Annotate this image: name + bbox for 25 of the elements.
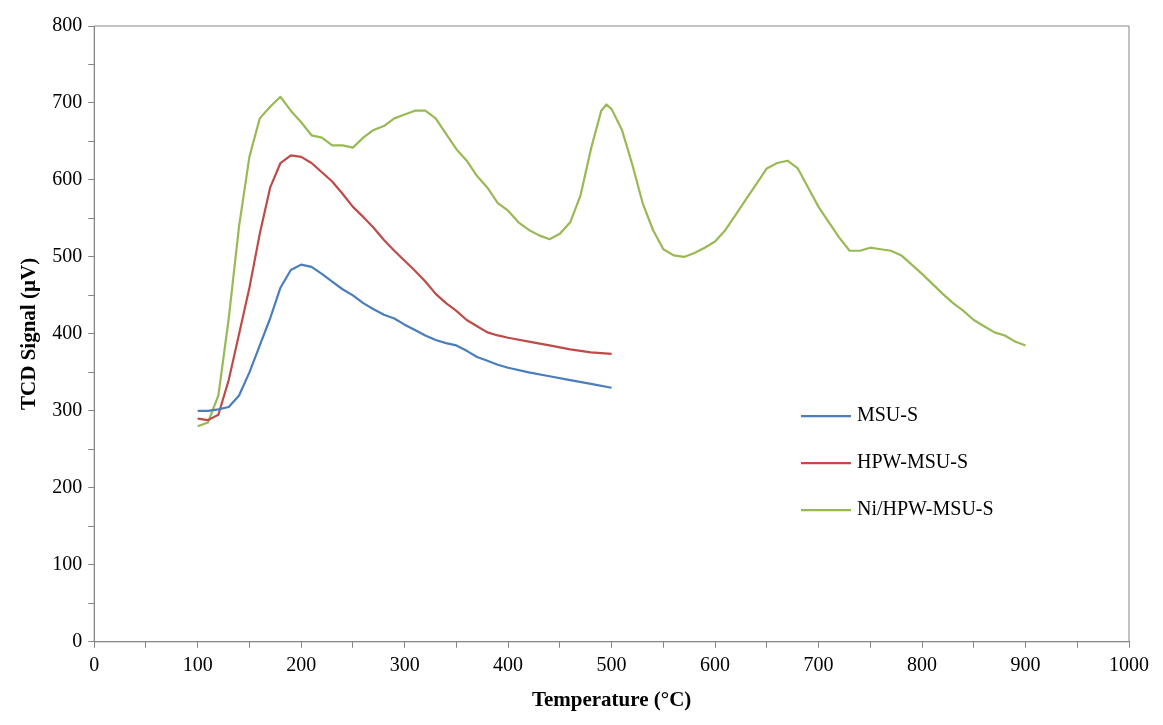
y-tick-label: 300 [52, 398, 83, 421]
x-tick-label: 1000 [1109, 653, 1149, 676]
legend-label: MSU-S [856, 403, 919, 426]
x-tick-label: 500 [596, 653, 627, 676]
x-tick-label: 200 [286, 653, 317, 676]
x-tick-label: 0 [89, 653, 100, 676]
y-tick-label: 200 [52, 475, 83, 498]
y-tick-label: 0 [72, 629, 83, 652]
x-tick-label: 700 [803, 653, 834, 676]
y-tick-label: 600 [52, 167, 83, 190]
legend-label: HPW-MSU-S [856, 450, 969, 473]
x-tick-label: 100 [182, 653, 213, 676]
x-tick-label: 900 [1010, 653, 1041, 676]
x-tick-label: 400 [493, 653, 524, 676]
y-tick-label: 400 [52, 321, 83, 344]
legend-label: Ni/HPW-MSU-S [856, 497, 994, 520]
x-tick-label: 800 [907, 653, 938, 676]
x-tick-label: 300 [389, 653, 420, 676]
y-tick-label: 800 [52, 13, 83, 36]
y-tick-label: 500 [52, 244, 83, 267]
y-tick-label: 700 [52, 90, 83, 113]
y-tick-label: 100 [52, 552, 83, 575]
x-tick-label: 600 [700, 653, 731, 676]
y-axis-title: TCD Signal (µV) [16, 257, 41, 410]
x-axis-title: Temperature (°C) [531, 686, 692, 711]
